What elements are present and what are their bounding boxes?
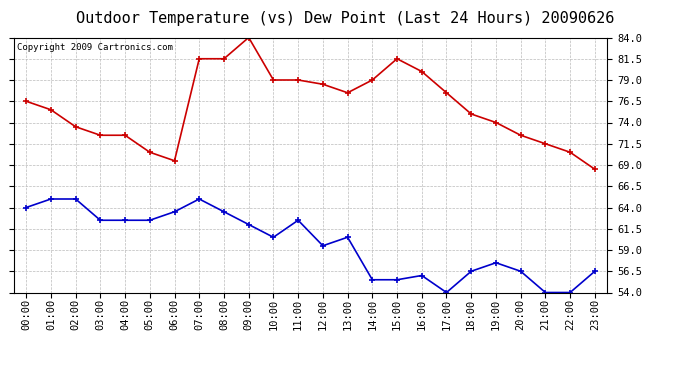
Text: Copyright 2009 Cartronics.com: Copyright 2009 Cartronics.com <box>17 43 172 52</box>
Text: Outdoor Temperature (vs) Dew Point (Last 24 Hours) 20090626: Outdoor Temperature (vs) Dew Point (Last… <box>76 11 614 26</box>
